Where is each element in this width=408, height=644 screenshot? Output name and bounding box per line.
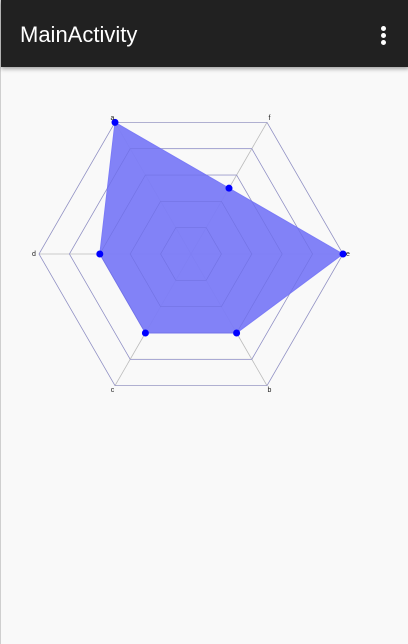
radar-point-a [111,118,119,126]
radar-axis-label-f: f [269,115,271,122]
radar-grid-ring-overlay [38,122,344,386]
radar-point-f [225,184,233,192]
radar-axis-label-e: e [346,251,350,258]
main-content: e b c d a f [1,67,408,644]
radar-axis-label-c: c [111,387,115,394]
radar-chart: e b c d a f [32,115,350,394]
overflow-menu-button[interactable] [371,18,395,52]
more-vert-icon-dot [381,40,386,45]
radar-data-area [99,121,344,334]
radar-axis-label-a: a [111,115,115,122]
radar-point-c [141,329,149,337]
app-toolbar: MainActivity [1,0,408,67]
more-vert-icon-dot [381,33,386,38]
radar-grid-ring-overlay [129,201,253,307]
radar-axis-label-d: d [32,251,36,258]
radar-point-e [339,250,347,258]
radar-point-d [96,250,104,258]
radar-grid-ring-overlay [160,227,222,281]
radar-point-b [233,329,241,337]
radar-grid-ring-overlay [69,148,313,360]
more-vert-icon [381,26,386,31]
radar-axis-label-b: b [268,387,272,394]
toolbar-title: MainActivity [20,22,138,47]
